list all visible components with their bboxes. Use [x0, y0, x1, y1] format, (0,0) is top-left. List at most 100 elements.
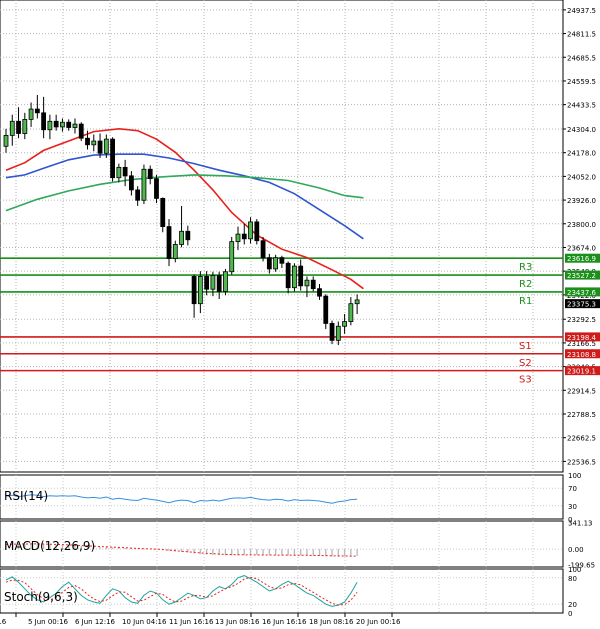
price-tag-label: 23198.4	[567, 334, 596, 342]
candle-body	[172, 244, 178, 259]
y-tick-label: 23926.0	[567, 197, 596, 205]
stoch-grid	[0, 569, 563, 613]
y-tick-label: 22788.5	[567, 411, 596, 419]
candle-body	[329, 323, 335, 341]
rsi-axis: 100 70 30 0	[568, 472, 581, 524]
rsi-tick-label: 0	[568, 516, 572, 524]
candle-body	[116, 166, 122, 179]
price-tag-box	[565, 287, 600, 297]
pivot-label: R3	[519, 262, 532, 273]
candle-body	[34, 108, 40, 114]
candle-body	[317, 288, 322, 297]
candle-body	[135, 189, 141, 201]
candle-body	[122, 166, 128, 177]
candle-body	[85, 137, 90, 146]
x-tick-label: 16 Jun 16:16	[262, 618, 307, 626]
y-tick-label: 23800.0	[567, 221, 596, 229]
y-tick-label: 24937.5	[567, 7, 596, 15]
candle-body	[179, 230, 184, 245]
candle-body	[241, 233, 247, 240]
price-tag-label: 23108.8	[567, 351, 596, 359]
candle-body	[60, 121, 65, 128]
price-tag-box	[565, 270, 600, 280]
candle-body	[3, 134, 9, 147]
y-tick-label: 23166.5	[567, 340, 596, 348]
price-tag-label: 23527.2	[567, 272, 596, 280]
price-grid	[0, 0, 563, 472]
price-axis: 24937.5 24811.5 24685.5 24559.5 24433.5 24304…	[563, 7, 596, 466]
candle-body	[147, 168, 153, 180]
price-tags: 23616.9 23527.2 23437.6 23375.3 23198.4 23108…	[565, 253, 600, 376]
rsi-tick-label: 70	[568, 485, 577, 493]
x-tick-label: 18 Jun 08:16	[309, 618, 354, 626]
rsi-label: RSI(14)	[4, 489, 48, 503]
y-tick-label: 23674.0	[567, 244, 596, 252]
candle-body	[160, 197, 166, 227]
candle-body	[28, 108, 34, 120]
macd-axis: 341.13 0.00 -199.65	[568, 519, 595, 569]
candle-body	[72, 123, 78, 128]
stoch-tick-label: 100	[568, 566, 581, 574]
pivot-label: S2	[519, 358, 532, 369]
stoch-k-series	[5, 575, 358, 607]
candle-body	[197, 276, 203, 305]
candle-body	[103, 138, 109, 154]
y-tick-label: 22536.5	[567, 458, 596, 466]
candle-body	[354, 299, 360, 305]
candle-body	[223, 271, 228, 292]
candle-body	[78, 123, 84, 139]
candle-body	[66, 121, 72, 128]
moving-average-line	[5, 153, 364, 240]
moving-average-line	[5, 174, 364, 212]
rsi-panel: RSI(14) 100 70 30 0	[0, 472, 581, 524]
candle-body	[110, 138, 115, 179]
y-tick-label: 24685.5	[567, 54, 596, 62]
macd-signal-line	[5, 543, 358, 557]
y-tick-label: 22662.5	[567, 435, 596, 443]
y-tick-label: 24811.5	[567, 31, 596, 39]
candle-body	[279, 257, 285, 264]
x-tick-label: 20 Jun 00:16	[356, 618, 401, 626]
price-plot-area	[0, 0, 564, 473]
candle-body	[285, 262, 291, 289]
macd-tick-label: 0.00	[568, 546, 584, 554]
candle-body	[229, 241, 235, 273]
price-tag-label: 23437.6	[567, 289, 596, 297]
price-panel: 24937.5 24811.5 24685.5 24559.5 24433.5 24304…	[0, 0, 600, 473]
y-tick-label: 24052.0	[567, 173, 596, 181]
candle-body	[53, 120, 59, 128]
macd-tick-label: 341.13	[568, 519, 593, 527]
candle-body	[310, 279, 316, 290]
price-tag-label: 23616.9	[567, 255, 596, 263]
x-tick-label: 5 Jun 00:16	[28, 618, 69, 626]
candle-body	[304, 279, 310, 287]
candle-body	[273, 257, 279, 270]
candle-body	[292, 265, 297, 289]
candle-body	[342, 321, 347, 327]
stoch-d-series	[5, 576, 358, 606]
macd-panel: MACD(12,26,9) 341.13 0.00 -199.65	[0, 519, 595, 570]
y-tick-label: 23292.5	[567, 316, 596, 324]
candlesticks	[3, 94, 360, 346]
macd-plot-area	[0, 520, 564, 568]
candle-body	[254, 221, 260, 242]
candle-body	[191, 276, 197, 305]
pivot-label: S3	[519, 375, 532, 386]
y-tick-label: 24304.0	[567, 126, 596, 134]
candle-body	[22, 119, 28, 134]
y-tick-label: 24178.0	[567, 150, 596, 158]
candle-body	[210, 275, 216, 290]
x-tick-label: 11 Jun 16:16	[169, 618, 214, 626]
x-tick-label: 10 Jun 04:16	[122, 618, 167, 626]
candle-body	[47, 120, 53, 131]
price-tag-box	[565, 366, 600, 376]
candle-body	[128, 175, 134, 191]
candle-body	[16, 120, 21, 134]
macd-tick-label: -199.65	[568, 562, 595, 570]
moving-averages	[5, 127, 364, 290]
y-tick-label: 22914.5	[567, 387, 596, 395]
candle-body	[260, 240, 266, 259]
